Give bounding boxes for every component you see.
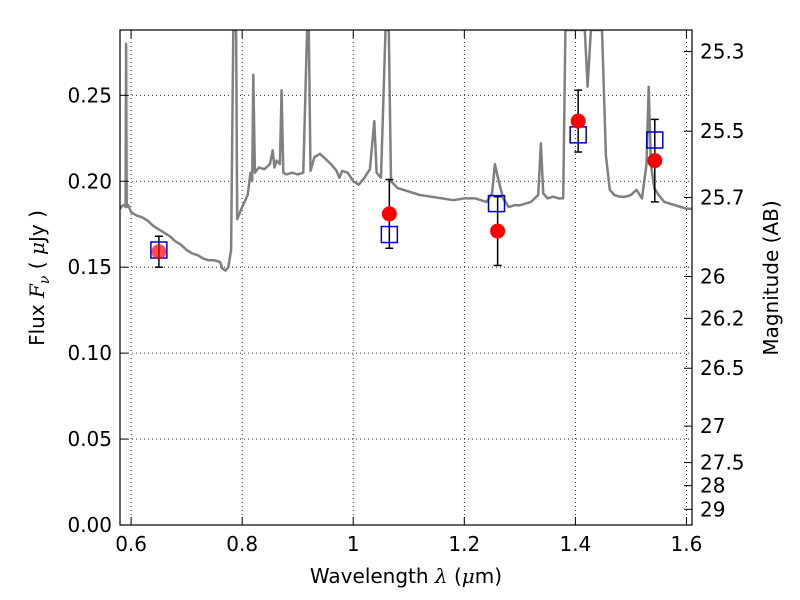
grid-lines: [120, 30, 692, 525]
spectrum-line: [120, 30, 692, 272]
y-tick-label: 0.05: [67, 427, 112, 451]
y-tick-label: 0.20: [67, 169, 112, 193]
x-tick-label: 1.2: [448, 532, 480, 556]
data-point: [647, 153, 663, 169]
y-tick-label: 0.10: [67, 341, 112, 365]
y-tick-label: 0.15: [67, 255, 112, 279]
model-square: [487, 194, 506, 213]
y2-tick-label: 26.2: [700, 306, 745, 330]
y2-tick-label: 26: [700, 265, 725, 289]
y2-tick-label: 29: [700, 497, 725, 521]
x-tick-label: 1.4: [559, 532, 591, 556]
data-point: [151, 244, 167, 260]
y2-tick-label: 27: [700, 414, 725, 438]
x-axis-label: Wavelength λ (μm): [310, 564, 502, 588]
x-tick-label: 0.8: [226, 532, 258, 556]
data-point: [570, 113, 586, 129]
y2-tick-label: 25.5: [700, 119, 745, 143]
x-tick-label: 1.6: [671, 532, 703, 556]
y2-axis-label: Magnitude (AB): [759, 200, 783, 355]
x-tick-label: 0.6: [115, 532, 147, 556]
y-tick-label: 0.00: [67, 513, 112, 537]
y-tick-label: 0.25: [67, 83, 112, 107]
model-square: [380, 225, 399, 244]
y2-tick-label: 25.7: [700, 185, 745, 209]
plot-area: [120, 30, 692, 272]
y2-tick-label: 28: [700, 474, 725, 498]
data-point: [381, 206, 397, 222]
x-tick-label: 1: [347, 532, 360, 556]
y2-tick-label: 26.5: [700, 356, 745, 380]
data-point: [490, 223, 506, 239]
plot-frame: [119, 29, 693, 526]
model-square: [646, 131, 664, 149]
y2-tick-label: 27.5: [700, 451, 745, 475]
axes: 0.6 0.8 1 1.2 1.4 1.6 0.00 0.05 0.10 0.15 0.20 0.25…: [67, 29, 745, 556]
y-axis-label: Flux Fν ( μJy ): [25, 210, 53, 346]
y2-tick-label: 25.3: [700, 40, 745, 64]
